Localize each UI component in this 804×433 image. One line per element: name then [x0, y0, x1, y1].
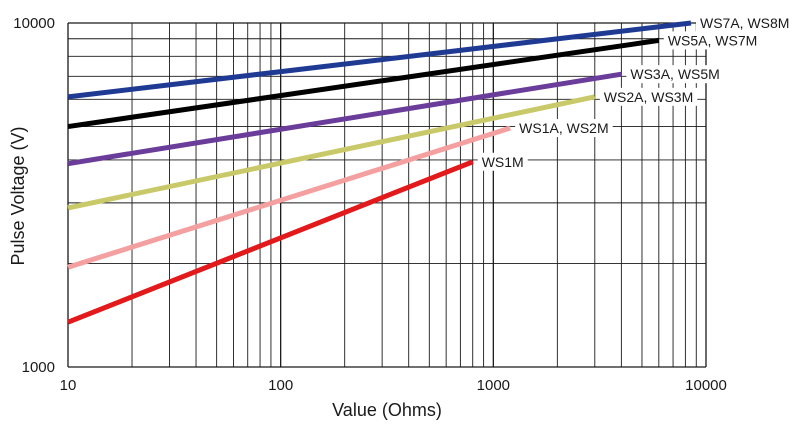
x-tick-label: 10000: [685, 377, 727, 394]
series-label-group-2: WS5A, WS7M: [663, 31, 762, 50]
x-tick-label: 1000: [477, 377, 510, 394]
series-label-background: [626, 65, 724, 84]
series-line-1: [67, 20, 692, 100]
series-line-3: [67, 71, 622, 167]
series-label-group-3: WS3A, WS5M: [626, 65, 724, 84]
series-label-group-6: WS1M: [477, 152, 528, 171]
series-label-background: [599, 87, 698, 106]
series-line-5: [67, 125, 511, 270]
y-tick-label: 1000: [22, 359, 55, 376]
series-label-background: [515, 119, 613, 138]
series-label-background: [695, 14, 794, 32]
series-lines: [67, 20, 692, 325]
series-label-group-5: WS1A, WS2M: [515, 119, 613, 138]
series-label-4: WS2A, WS3M: [604, 89, 693, 105]
series-label-5: WS1A, WS2M: [519, 120, 608, 136]
series-label-1: WS7A, WS8M: [700, 15, 789, 31]
series-label-background: [477, 152, 528, 171]
series-line-6: [67, 159, 474, 325]
y-axis-title: Pulse Voltage (V): [8, 126, 28, 265]
series-line-2: [67, 37, 660, 130]
tick-labels: 10 100 1000 10000 1000 10000: [13, 15, 727, 394]
series-label-2: WS5A, WS7M: [668, 32, 757, 48]
series-label-group-1: WS7A, WS8M: [695, 14, 794, 32]
series-label-3: WS3A, WS5M: [630, 66, 719, 82]
series-label-6: WS1M: [482, 154, 524, 170]
series-label-background: [663, 31, 762, 50]
x-tick-label: 100: [268, 377, 293, 394]
series-label-group-4: WS2A, WS3M: [599, 87, 698, 106]
x-tick-label: 10: [60, 377, 77, 394]
x-axis-title: Value (Ohms): [332, 400, 442, 420]
series-line-4: [67, 94, 596, 211]
y-tick-label: 10000: [13, 15, 55, 32]
